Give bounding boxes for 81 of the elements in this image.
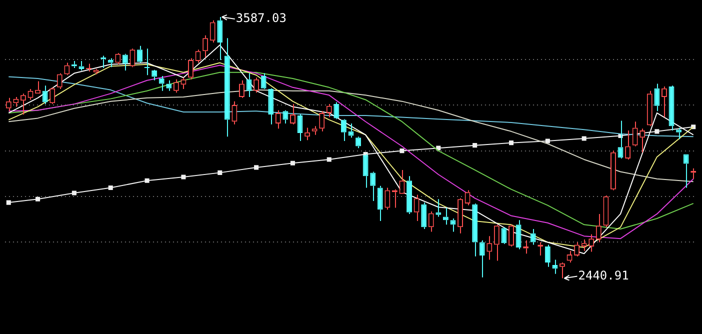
candlestick [144,48,150,76]
candlestick [632,121,638,147]
candlestick [516,220,522,250]
candlestick [574,242,580,257]
candlestick [384,187,390,210]
candlestick [552,259,558,274]
candlestick [195,49,201,64]
point [144,178,150,183]
candlestick [180,77,186,90]
candlestick [362,154,368,188]
candlestick [544,244,550,268]
candlestick [348,122,354,138]
candlestick [93,68,99,75]
point [218,170,222,175]
candlestick [166,80,172,92]
candlestick [188,58,194,80]
point [36,196,40,202]
point [545,138,550,144]
candlestick [458,198,463,234]
point [181,174,186,180]
candlestick [340,120,346,142]
point [508,140,514,146]
candlestick [108,58,114,68]
annotation: 3587.03 [236,11,286,26]
candlestick [282,110,288,124]
candlestick [130,48,136,68]
point [6,200,11,205]
point [582,136,586,141]
candlestick [508,224,514,248]
point [400,148,404,154]
point [326,157,332,162]
candlestick [202,34,208,58]
candlestick [86,63,92,72]
candlestick [442,207,448,226]
candlestick [246,72,252,98]
candlestick [312,126,318,136]
candlestick [625,130,631,160]
candlestick [530,228,536,246]
candlestick [603,194,609,228]
candlestick [254,77,260,94]
candlestick [78,60,84,72]
candlestick [414,194,420,222]
candlestick [428,210,434,232]
candlestick [377,185,383,222]
candlestick [217,16,223,61]
candlestick [421,202,427,230]
candlestick [35,80,41,94]
point [108,185,113,190]
candlestick [676,127,682,140]
candlestick [50,86,56,105]
candlestick [560,262,565,279]
candlestick [158,76,164,92]
candlestick [464,190,470,206]
candlestick [137,45,142,64]
candlestick [450,218,456,232]
candlestick [596,213,602,243]
candlestick [370,171,376,202]
candlestick [654,83,660,112]
candlestick [319,110,325,132]
candlestick [232,100,238,125]
candlestick [275,110,281,130]
candlestick [334,102,340,120]
candlestick [581,238,587,252]
candlestick [683,154,689,188]
point [290,160,295,166]
point [472,143,478,148]
candlestick [472,202,478,257]
point [72,190,76,196]
candlestick [224,38,230,138]
candlestick [494,224,500,262]
candlestick [239,80,244,98]
point [654,129,660,134]
candlestick [42,85,48,105]
candlestick [436,198,442,218]
candlestick [501,226,507,245]
candlestick [210,20,216,43]
candlestick [406,176,412,214]
point [254,165,259,170]
point [436,146,441,150]
candlestick [479,240,485,278]
annotation: 2440.91 [578,268,629,282]
